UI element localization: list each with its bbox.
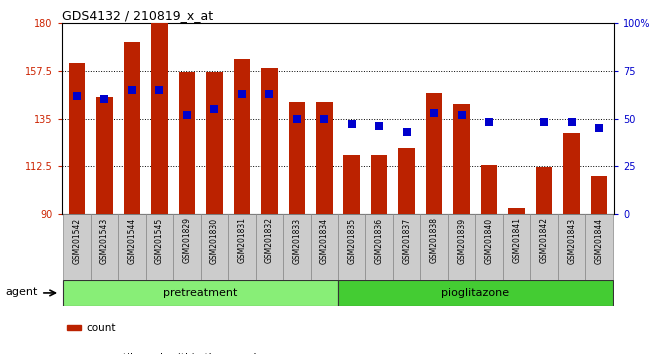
Point (181, 112, 192, 118)
Bar (564, 133, 580, 214)
FancyBboxPatch shape (63, 214, 90, 280)
Point (264, 91, 274, 97)
Point (402, 129, 412, 135)
Bar (68, 325, 81, 330)
FancyBboxPatch shape (586, 214, 613, 280)
Bar (591, 176, 607, 214)
FancyBboxPatch shape (558, 214, 586, 280)
FancyBboxPatch shape (475, 214, 503, 280)
Bar (398, 148, 415, 214)
Text: GSM201841: GSM201841 (512, 217, 521, 263)
Point (429, 110, 439, 116)
Text: pretreatment: pretreatment (163, 288, 238, 298)
Bar (481, 165, 497, 214)
Bar (289, 102, 305, 214)
Point (72, 93, 82, 98)
Point (154, 87, 164, 93)
Point (539, 120, 549, 125)
Text: GSM201835: GSM201835 (347, 217, 356, 264)
FancyBboxPatch shape (530, 214, 558, 280)
Bar (536, 167, 552, 214)
Bar (151, 23, 168, 214)
FancyBboxPatch shape (338, 214, 365, 280)
FancyBboxPatch shape (90, 214, 118, 280)
Text: GSM201831: GSM201831 (237, 217, 246, 263)
FancyBboxPatch shape (118, 214, 146, 280)
FancyBboxPatch shape (201, 214, 228, 280)
Text: GDS4132 / 210819_x_at: GDS4132 / 210819_x_at (62, 9, 213, 22)
Point (319, 116, 330, 121)
Bar (261, 68, 278, 214)
Point (209, 106, 220, 112)
Point (456, 112, 467, 118)
Text: GSM201837: GSM201837 (402, 217, 411, 264)
Point (374, 124, 384, 129)
FancyBboxPatch shape (255, 214, 283, 280)
Text: GSM201840: GSM201840 (485, 217, 494, 264)
Bar (179, 72, 195, 214)
FancyBboxPatch shape (283, 214, 311, 280)
Point (484, 120, 495, 125)
Text: GSM201842: GSM201842 (540, 217, 549, 263)
FancyBboxPatch shape (503, 214, 530, 280)
FancyBboxPatch shape (338, 280, 613, 306)
Bar (96, 97, 112, 214)
Text: GSM201832: GSM201832 (265, 217, 274, 263)
Text: GSM201544: GSM201544 (127, 217, 136, 264)
Text: GSM201833: GSM201833 (292, 217, 301, 264)
Bar (206, 72, 222, 214)
Text: GSM201830: GSM201830 (210, 217, 219, 264)
Bar (69, 63, 85, 214)
Point (127, 87, 137, 93)
Point (292, 116, 302, 121)
FancyBboxPatch shape (421, 214, 448, 280)
FancyBboxPatch shape (448, 214, 475, 280)
FancyBboxPatch shape (393, 214, 421, 280)
Text: GSM201545: GSM201545 (155, 217, 164, 264)
Text: count: count (86, 322, 116, 333)
Bar (371, 155, 387, 214)
Bar (454, 104, 470, 214)
FancyBboxPatch shape (228, 214, 255, 280)
Text: GSM201836: GSM201836 (375, 217, 383, 264)
Text: percentile rank within the sample: percentile rank within the sample (86, 353, 263, 354)
FancyBboxPatch shape (365, 214, 393, 280)
Text: GSM201834: GSM201834 (320, 217, 329, 264)
Text: GSM201829: GSM201829 (182, 217, 191, 263)
Bar (124, 42, 140, 214)
Text: GSM201543: GSM201543 (100, 217, 109, 264)
Bar (233, 59, 250, 214)
Text: GSM201843: GSM201843 (567, 217, 576, 264)
Bar (316, 102, 333, 214)
Text: GSM201838: GSM201838 (430, 217, 439, 263)
FancyBboxPatch shape (146, 214, 173, 280)
FancyBboxPatch shape (63, 280, 338, 306)
Text: agent: agent (5, 287, 38, 297)
FancyBboxPatch shape (173, 214, 201, 280)
Text: GSM201542: GSM201542 (72, 217, 81, 264)
Point (346, 121, 357, 127)
Bar (343, 155, 360, 214)
Bar (508, 208, 525, 214)
Bar (426, 93, 443, 214)
Text: GSM201839: GSM201839 (457, 217, 466, 264)
Point (99, 97, 110, 102)
Point (594, 125, 604, 131)
Point (237, 91, 247, 97)
FancyBboxPatch shape (311, 214, 338, 280)
Text: GSM201844: GSM201844 (595, 217, 604, 264)
Text: pioglitazone: pioglitazone (441, 288, 510, 298)
Point (566, 120, 577, 125)
